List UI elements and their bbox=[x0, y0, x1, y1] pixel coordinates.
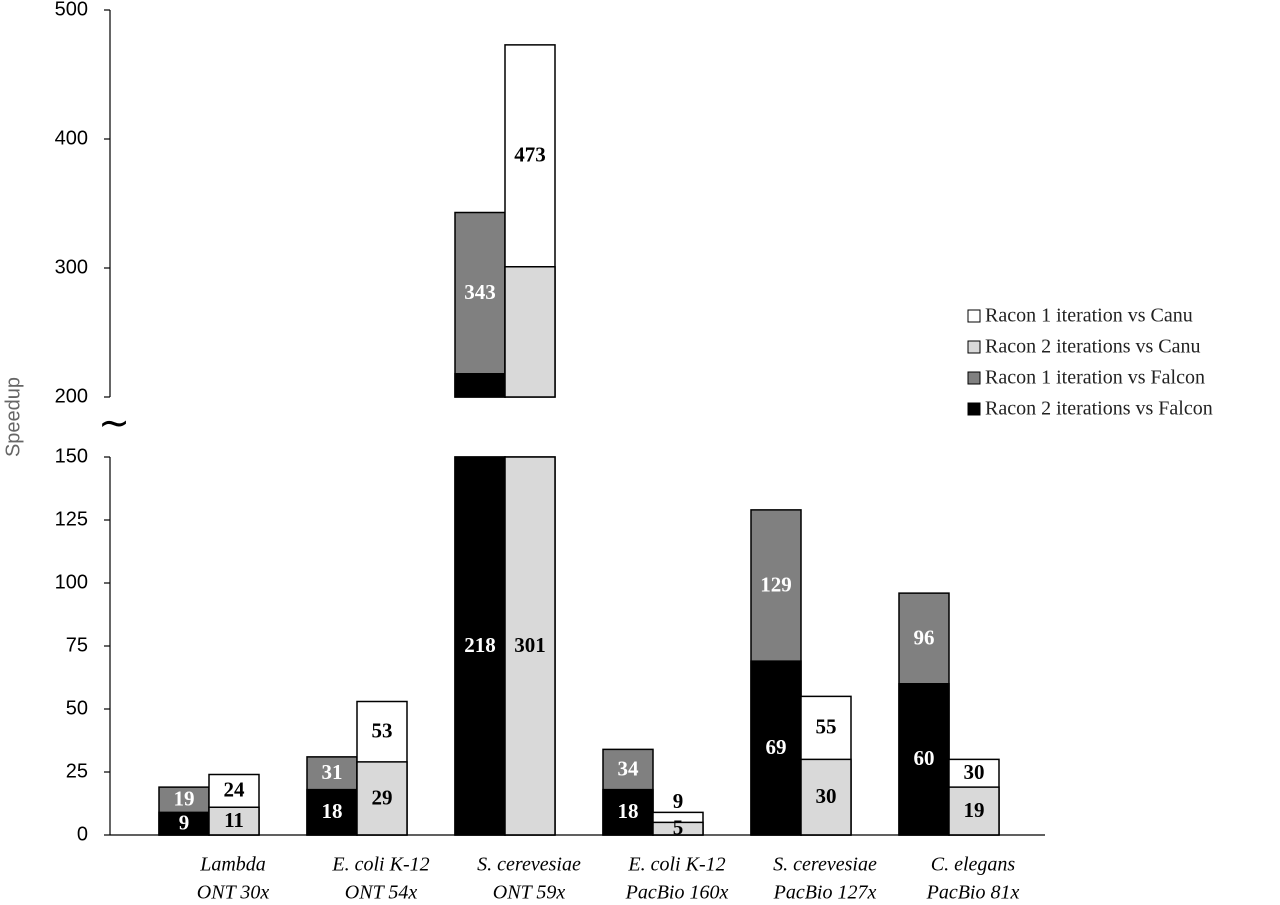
data-label: 60 bbox=[914, 746, 935, 770]
data-label: 69 bbox=[766, 735, 787, 759]
data-label: 30 bbox=[964, 760, 985, 784]
x-tick-label: ONT 54x bbox=[345, 882, 418, 904]
data-label: 55 bbox=[816, 715, 837, 739]
legend-label: Racon 2 iterations vs Canu bbox=[985, 336, 1201, 358]
data-label: 96 bbox=[914, 625, 935, 649]
legend-label: Racon 1 iteration vs Falcon bbox=[985, 367, 1205, 389]
y-tick-label: 125 bbox=[55, 508, 88, 530]
y-axis-label: Speedup bbox=[2, 377, 24, 457]
x-tick-label: S. cerevesiae bbox=[477, 854, 581, 876]
axis-break-symbol: ~ bbox=[98, 401, 130, 445]
y-tick-label: 400 bbox=[55, 127, 88, 149]
legend-swatch bbox=[967, 371, 981, 385]
legend-label: Racon 1 iteration vs Canu bbox=[985, 305, 1193, 327]
data-label: 11 bbox=[224, 808, 244, 832]
y-tick-label: 0 bbox=[77, 823, 88, 845]
legend-swatch bbox=[967, 402, 981, 416]
data-label: 473 bbox=[514, 143, 546, 167]
y-tick-label: 200 bbox=[55, 385, 88, 407]
x-tick-label: PacBio 160x bbox=[625, 882, 729, 904]
legend-label: Racon 2 iterations vs Falcon bbox=[985, 398, 1213, 420]
data-label: 30 bbox=[816, 784, 837, 808]
data-label: 301 bbox=[514, 633, 546, 657]
data-label: 53 bbox=[372, 718, 393, 742]
legend-swatch bbox=[967, 309, 981, 323]
bar bbox=[504, 265, 556, 836]
y-tick-label: 25 bbox=[66, 760, 88, 782]
data-label: 129 bbox=[760, 572, 792, 596]
y-tick-label: 300 bbox=[55, 256, 88, 278]
data-label: 24 bbox=[224, 778, 246, 802]
legend-swatch bbox=[967, 340, 981, 354]
data-label: 218 bbox=[464, 633, 496, 657]
x-tick-label: Lambda bbox=[199, 854, 266, 876]
y-tick-label: 75 bbox=[66, 634, 88, 656]
y-tick-label: 150 bbox=[55, 445, 88, 467]
x-tick-label: C. elegans bbox=[931, 854, 1016, 876]
x-tick-label: S. cerevesiae bbox=[773, 854, 877, 876]
data-label: 31 bbox=[322, 760, 343, 784]
data-label: 18 bbox=[322, 799, 343, 823]
data-label: 34 bbox=[618, 756, 640, 780]
data-label: 19 bbox=[964, 798, 985, 822]
x-tick-label: PacBio 81x bbox=[926, 882, 1020, 904]
x-tick-label: E. coli K-12 bbox=[331, 854, 429, 876]
data-label: 9 bbox=[673, 789, 684, 813]
x-tick-label: ONT 59x bbox=[493, 882, 566, 904]
data-label: 19 bbox=[174, 787, 195, 811]
x-tick-label: PacBio 127x bbox=[773, 882, 877, 904]
y-tick-label: 100 bbox=[55, 571, 88, 593]
bar bbox=[454, 373, 506, 836]
data-label: 29 bbox=[372, 785, 393, 809]
data-label: 343 bbox=[464, 280, 496, 304]
y-tick-label: 50 bbox=[66, 697, 88, 719]
data-label: 9 bbox=[179, 810, 190, 834]
data-label: 18 bbox=[618, 799, 639, 823]
data-label: 5 bbox=[673, 816, 684, 840]
x-tick-label: ONT 30x bbox=[197, 882, 270, 904]
y-tick-label: 500 bbox=[55, 0, 88, 20]
x-tick-label: E. coli K-12 bbox=[627, 854, 725, 876]
